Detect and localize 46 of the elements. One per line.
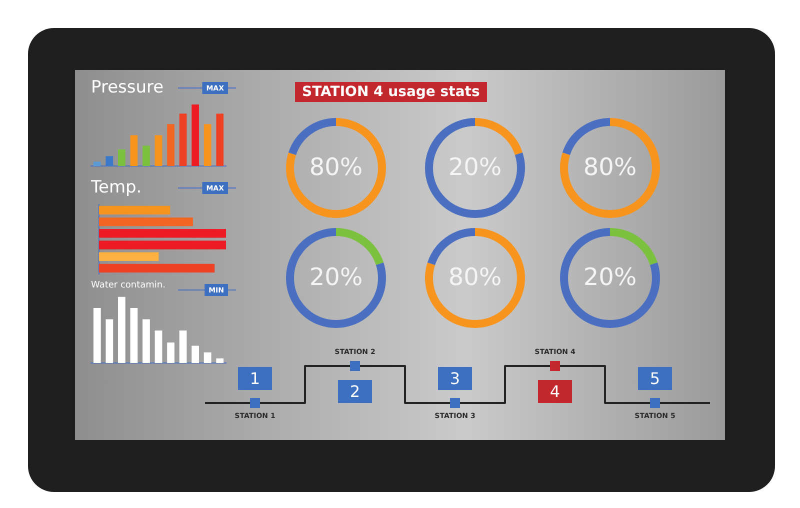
bar [99,252,159,261]
callout: 2 [338,380,372,403]
callout: 5 [638,367,672,390]
bar [118,296,126,363]
bar [204,352,212,363]
data-label: 80% [583,153,637,182]
bar [93,162,101,166]
bar [93,308,101,363]
bar [154,330,162,363]
bar [216,358,224,363]
bar [99,217,193,226]
bar [99,229,226,238]
bar [99,264,215,273]
chart-title: Water contamin. [91,280,166,291]
data-label: 1 [250,369,260,388]
chart-title: Temp. [90,178,142,198]
bar [106,156,114,166]
bar [179,114,187,166]
bar [216,114,224,166]
bar [204,124,212,166]
callout: 1 [238,367,272,390]
data-label: 20% [309,263,363,292]
bar [99,240,226,250]
data-label: 4 [550,382,560,401]
data-label: 80% [309,153,363,182]
bar [154,135,162,166]
bar [130,135,138,166]
data-label: 5 [650,369,660,388]
data-label: 3 [450,369,460,388]
chart-title: Pressure [91,78,164,98]
data-label: 20% [583,263,637,292]
data-label: 2 [350,382,360,401]
bar [179,330,187,363]
bar [106,319,114,363]
bar [167,124,174,166]
bar [118,149,126,166]
bar [192,346,199,363]
chart-title: STATION 4 usage stats [295,82,487,102]
bar [192,104,199,166]
bar [167,342,174,363]
bar [142,146,150,166]
bar [99,206,170,215]
callout: 4 [538,380,572,403]
bar [142,319,150,363]
callout: 3 [438,367,472,390]
bar [130,308,138,363]
